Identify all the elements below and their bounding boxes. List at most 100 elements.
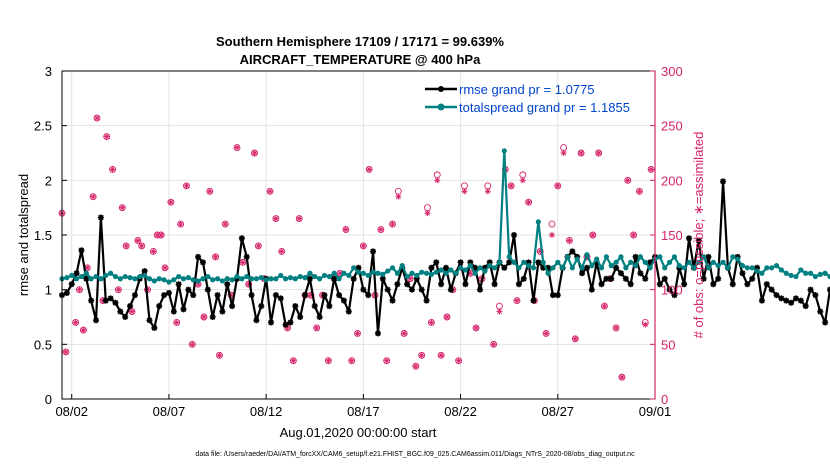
obs-assimilated-point (212, 253, 219, 260)
obs-assimilated-point (642, 321, 649, 328)
totalspread-point (754, 268, 760, 274)
obs-assimilated-star (601, 303, 608, 310)
obs-assimilated-star (128, 308, 135, 315)
rmse-point (545, 264, 552, 271)
chart-subtitle: AIRCRAFT_TEMPERATURE @ 400 hPa (239, 52, 481, 67)
totalspread-point (720, 259, 726, 265)
rmse-point (554, 292, 561, 299)
obs-assimilated-point (537, 248, 544, 255)
rmse-point (681, 281, 688, 288)
totalspread-point (108, 270, 114, 276)
obs-assimilated-star (206, 188, 213, 195)
y2-tick-label: 300 (661, 64, 683, 79)
rmse-point (190, 292, 197, 299)
obs-assimilated-point (177, 221, 184, 228)
rmse-point (647, 259, 654, 266)
totalspread-point (326, 273, 332, 280)
totalspread-point (526, 263, 532, 269)
rmse-point (258, 303, 265, 310)
rmse-point (506, 259, 513, 266)
obs-assimilated-point (255, 242, 262, 249)
obs-assimilated-star (366, 166, 373, 173)
x-axis-label: Aug.01,2020 00:00:00 start (280, 425, 437, 440)
obs-assimilated-star (337, 270, 344, 277)
obs-assimilated-point (189, 341, 196, 348)
totalspread-point (171, 277, 177, 283)
totalspread-point (467, 263, 473, 269)
totalspread-point (477, 265, 483, 271)
y2-tick-label: 100 (661, 283, 683, 298)
obs-assimilated-star (222, 221, 229, 228)
y-tick-label: 2 (45, 173, 52, 188)
obs-assimilated-point (296, 215, 303, 222)
totalspread-point (331, 270, 337, 276)
obs-assimilated-point (272, 215, 279, 222)
obs-assimilated-point (228, 292, 235, 299)
totalspread-point (132, 276, 138, 282)
rmse-point (321, 292, 328, 299)
obs-assimilated-point (648, 166, 655, 173)
obs-assimilated-point (162, 264, 169, 271)
obs-possible-point (394, 187, 402, 195)
obs-assimilated-star (138, 242, 145, 249)
totalspread-point (423, 270, 430, 276)
obs-assimilated-point (167, 199, 174, 206)
obs-assimilated-star (543, 330, 550, 337)
obs-assimilated-point (62, 348, 69, 355)
rmse-point (229, 303, 236, 310)
rmse-point (773, 292, 780, 299)
rmse-point (749, 275, 756, 282)
obs-assimilated-star (412, 363, 419, 370)
rmse-point (778, 295, 785, 302)
totalspread-point (419, 269, 425, 275)
obs-assimilated-point (543, 330, 550, 337)
y-tick-label: 1.5 (34, 228, 52, 243)
rmse-point (336, 292, 343, 299)
totalspread-point (574, 256, 580, 262)
totalspread-point (642, 259, 648, 265)
obs-assimilated-star (80, 327, 87, 334)
rmse-point (156, 303, 163, 310)
rmse-point (792, 295, 799, 302)
obs-assimilated-star (636, 188, 643, 195)
totalspread-point (156, 276, 162, 282)
totalspread-point (433, 269, 439, 275)
rmse-point (525, 259, 532, 266)
rmse-point (447, 286, 454, 293)
totalspread-point (98, 276, 104, 282)
totalspread-point (701, 254, 707, 260)
y2-tick-label: 200 (661, 173, 683, 188)
rmse-line (61, 180, 830, 335)
rmse-point (384, 286, 391, 293)
rmse-point (715, 275, 722, 282)
totalspread-point (258, 275, 264, 281)
totalspread-point (146, 276, 153, 282)
totalspread-point (647, 265, 653, 271)
rmse-point (297, 314, 304, 320)
rmse-point (530, 297, 537, 304)
obs-assimilated-star (216, 352, 223, 359)
rmse-point (209, 314, 216, 320)
legend-spread-marker (437, 103, 445, 111)
totalspread-point (793, 273, 799, 280)
totalspread-point (448, 267, 454, 273)
obs-assimilated-star (72, 319, 79, 326)
obs-assimilated-point (354, 330, 361, 337)
totalspread-point (127, 275, 133, 281)
obs-assimilated-point (438, 352, 445, 359)
rmse-point (588, 286, 595, 293)
obs-assimilated-point (267, 188, 274, 195)
obs-assimilated-star (434, 177, 441, 184)
totalspread-point (263, 277, 269, 283)
obs-count-markers (58, 114, 655, 381)
obs-possible-point (496, 302, 503, 310)
totalspread-point (735, 256, 741, 262)
obs-assimilated-point (566, 237, 573, 244)
totalspread-point (545, 270, 551, 276)
totalspread-point (817, 271, 823, 277)
totalspread-point (161, 277, 167, 283)
totalspread-point (224, 276, 230, 282)
obs-assimilated-star (90, 193, 97, 200)
totalspread-point (632, 263, 639, 269)
totalspread-point (302, 275, 308, 281)
